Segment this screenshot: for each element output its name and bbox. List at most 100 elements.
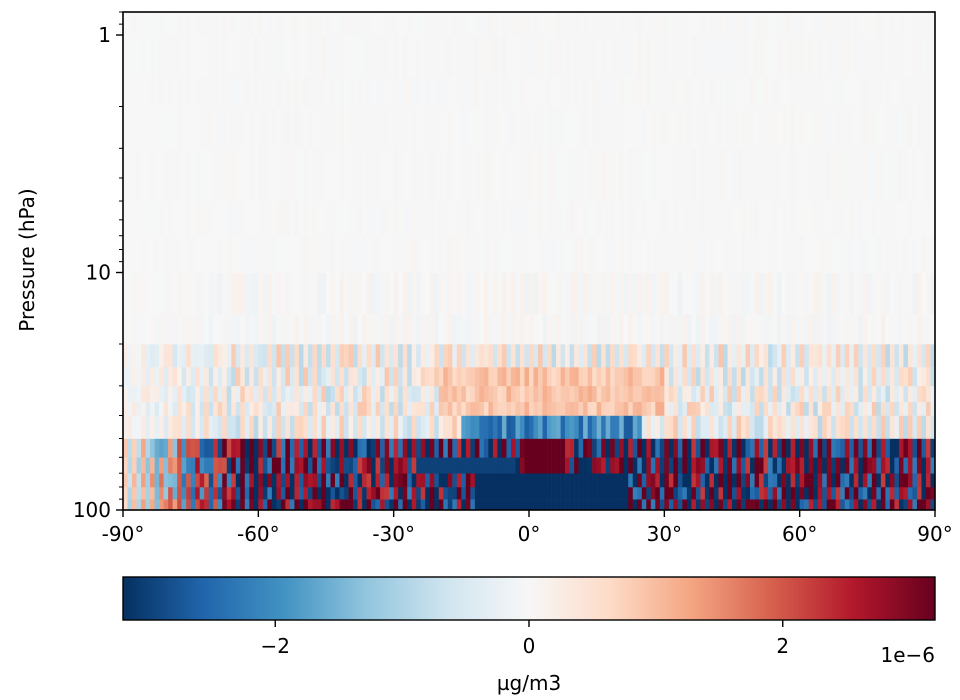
heatmap-cell [519,344,525,368]
heatmap-cell [727,486,733,500]
heatmap-cell [538,457,543,474]
heatmap-cell [204,385,210,403]
heatmap-cell [515,473,521,488]
heatmap-cell [745,486,751,500]
heatmap-cell [353,76,358,107]
heatmap-cell [583,457,588,474]
heatmap-cell [380,486,385,500]
heatmap-cell [244,367,250,387]
heatmap-cell [574,314,579,345]
heatmap-cell [312,344,318,368]
heatmap-cell [921,415,927,439]
heatmap-cell [492,486,498,500]
heatmap-cell [316,344,322,368]
heatmap-cell [461,415,467,439]
heatmap-cell [307,367,313,387]
heatmap-cell [826,235,832,273]
heatmap-cell [452,272,458,315]
heatmap-cell [885,76,891,107]
heatmap-cell [524,148,530,202]
heatmap-cell [745,314,751,345]
heatmap-cell [195,35,200,78]
heatmap-cell [610,76,616,107]
heatmap-cell [285,106,291,149]
heatmap-cell [533,35,539,78]
heatmap-cell [492,106,498,149]
heatmap-cell [344,415,349,439]
heatmap-cell [434,499,440,510]
heatmap-cell [849,148,855,202]
heatmap-cell [244,35,250,78]
heatmap-cell [907,457,913,474]
heatmap-cell [583,148,588,202]
heatmap-cell [353,415,358,439]
heatmap-cell [632,401,638,416]
heatmap-cell [605,499,611,510]
heatmap-cell [912,201,918,237]
heatmap-cell [632,473,638,488]
heatmap-cell [925,499,931,510]
heatmap-cell [488,344,494,368]
heatmap-cell [447,12,453,36]
heatmap-cell [483,415,489,439]
heatmap-cell [759,457,764,474]
heatmap-cell [411,415,417,439]
heatmap-cell [398,201,403,237]
heatmap-cell [497,367,503,387]
heatmap-cell [344,367,349,387]
heatmap-cell [172,457,178,474]
heatmap-cell [732,473,737,488]
heatmap-cell [429,235,435,273]
heatmap-cell [465,499,471,510]
heatmap-cell [741,486,746,500]
heatmap-cell [123,272,128,315]
heatmap-cell [903,76,909,107]
heatmap-cell [799,473,805,488]
heatmap-cell [668,385,674,403]
heatmap-cell [249,415,255,439]
heatmap-cell [655,415,661,439]
heatmap-cell [123,457,128,474]
heatmap-cell [271,401,277,416]
heatmap-cell [583,272,588,315]
heatmap-cell [853,499,859,510]
heatmap-cell [551,314,557,345]
heatmap-cell [759,499,764,510]
heatmap-cell [898,486,904,500]
heatmap-cell [781,272,787,315]
heatmap-cell [542,415,548,439]
heatmap-cell [587,76,593,107]
heatmap-cell [835,438,841,458]
heatmap-cell [907,367,913,387]
heatmap-cell [556,235,561,273]
heatmap-cell [181,457,187,474]
heatmap-cell [159,486,164,500]
heatmap-cell [637,201,643,237]
heatmap-cell [610,438,616,458]
heatmap-cell [763,201,769,237]
heatmap-cell [407,457,413,474]
heatmap-cell [592,473,597,488]
heatmap-cell [208,415,214,439]
heatmap-cell [132,457,137,474]
heatmap-cell [808,314,814,345]
heatmap-cell [871,473,877,488]
heatmap-cell [844,201,850,237]
heatmap-cell [804,35,809,78]
heatmap-cell [136,438,142,458]
heatmap-cell [506,486,512,500]
heatmap-cell [691,473,697,488]
heatmap-cell [168,314,173,345]
heatmap-cell [691,415,697,439]
heatmap-cell [294,314,300,345]
heatmap-cell [538,367,543,387]
heatmap-cell [880,235,886,273]
heatmap-cell [578,272,584,315]
heatmap-cell [777,106,782,149]
heatmap-cell [614,385,620,403]
heatmap-cell [578,385,584,403]
heatmap-cell [398,385,403,403]
heatmap-cell [303,486,309,500]
heatmap-cell [280,76,286,107]
heatmap-cell [452,486,458,500]
